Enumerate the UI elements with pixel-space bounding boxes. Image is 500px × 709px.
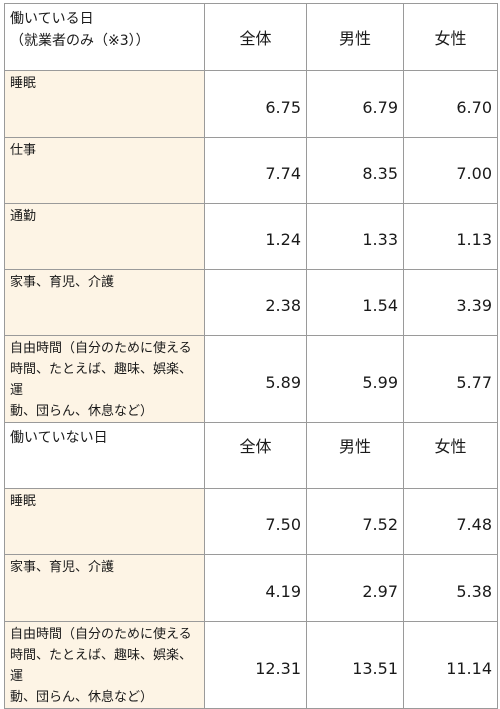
free-time-nonwork-label-line2: 時間、たとえば、趣味、娯楽、運 (10, 648, 193, 684)
value-cell: 6.75 (204, 70, 307, 138)
free-time-nonwork-label-line3: 動、団らん、休息など） (10, 690, 154, 705)
value-cell: 2.38 (204, 269, 307, 336)
free-time-label-line1: 自由時間（自分のために使える (10, 341, 192, 356)
section2-col-female: 女性 (403, 422, 498, 489)
value-cell: 1.33 (306, 203, 404, 270)
value-cell: 5.77 (403, 335, 498, 423)
value-cell: 8.35 (306, 137, 404, 204)
value-cell: 7.52 (306, 488, 404, 555)
value-cell: 4.19 (204, 554, 307, 622)
section2-title: 働いていない日 (4, 422, 205, 489)
table-row: 睡眠 7.50 7.52 7.48 (4, 488, 498, 555)
value-cell: 1.13 (403, 203, 498, 270)
value-cell: 1.54 (306, 269, 404, 336)
value-cell: 7.48 (403, 488, 498, 555)
section1-title-line1: 働いている日 (10, 11, 94, 27)
value-cell: 13.51 (306, 621, 404, 709)
value-cell: 5.89 (204, 335, 307, 423)
value-cell: 5.99 (306, 335, 404, 423)
time-use-table: 働いている日 （就業者のみ（※3）） 全体 男性 女性 睡眠 6.75 6.79… (4, 3, 498, 709)
table-row: 仕事 7.74 8.35 7.00 (4, 137, 498, 204)
section2-col-total: 全体 (204, 422, 307, 489)
value-cell: 12.31 (204, 621, 307, 709)
row-label-housework-nonwork: 家事、育児、介護 (4, 554, 205, 622)
section1-col-male: 男性 (306, 3, 404, 71)
section1-title-line2: （就業者のみ（※3）） (10, 33, 150, 49)
row-label-free-time-nonwork: 自由時間（自分のために使える 時間、たとえば、趣味、娯楽、運 動、団らん、休息な… (4, 621, 205, 709)
table-row: 家事、育児、介護 4.19 2.97 5.38 (4, 554, 498, 622)
section2-header-row: 働いていない日 全体 男性 女性 (4, 422, 498, 489)
row-label-free-time: 自由時間（自分のために使える 時間、たとえば、趣味、娯楽、運 動、団らん、休息な… (4, 335, 205, 423)
time-use-table-container: 働いている日 （就業者のみ（※3）） 全体 男性 女性 睡眠 6.75 6.79… (4, 3, 498, 709)
value-cell: 5.38 (403, 554, 498, 622)
section1-header-row: 働いている日 （就業者のみ（※3）） 全体 男性 女性 (4, 3, 498, 71)
row-label-work: 仕事 (4, 137, 205, 204)
table-row: 自由時間（自分のために使える 時間、たとえば、趣味、娯楽、運 動、団らん、休息な… (4, 621, 498, 709)
free-time-label-line2: 時間、たとえば、趣味、娯楽、運 (10, 362, 193, 398)
free-time-nonwork-label-line1: 自由時間（自分のために使える (10, 627, 192, 642)
free-time-label-line3: 動、団らん、休息など） (10, 404, 154, 419)
table-row: 睡眠 6.75 6.79 6.70 (4, 70, 498, 138)
table-row: 自由時間（自分のために使える 時間、たとえば、趣味、娯楽、運 動、団らん、休息な… (4, 335, 498, 423)
value-cell: 7.00 (403, 137, 498, 204)
table-row: 通勤 1.24 1.33 1.13 (4, 203, 498, 270)
row-label-housework: 家事、育児、介護 (4, 269, 205, 336)
row-label-sleep: 睡眠 (4, 70, 205, 138)
section2-col-male: 男性 (306, 422, 404, 489)
value-cell: 11.14 (403, 621, 498, 709)
value-cell: 6.70 (403, 70, 498, 138)
row-label-commute: 通勤 (4, 203, 205, 270)
value-cell: 6.79 (306, 70, 404, 138)
value-cell: 1.24 (204, 203, 307, 270)
section1-col-total: 全体 (204, 3, 307, 71)
value-cell: 2.97 (306, 554, 404, 622)
value-cell: 3.39 (403, 269, 498, 336)
row-label-sleep-nonwork: 睡眠 (4, 488, 205, 555)
value-cell: 7.74 (204, 137, 307, 204)
value-cell: 7.50 (204, 488, 307, 555)
section2-title-line1: 働いていない日 (10, 430, 108, 446)
section1-col-female: 女性 (403, 3, 498, 71)
table-row: 家事、育児、介護 2.38 1.54 3.39 (4, 269, 498, 336)
section1-title: 働いている日 （就業者のみ（※3）） (4, 3, 205, 71)
